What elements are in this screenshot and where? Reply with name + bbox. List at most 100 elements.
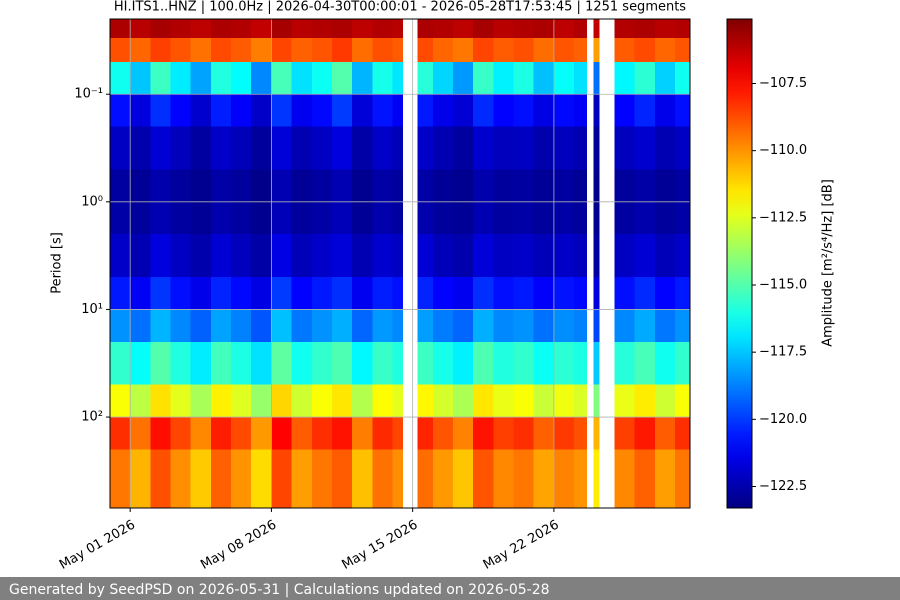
- heatmap-cell: [654, 94, 676, 127]
- heatmap-cell: [453, 309, 474, 343]
- y-axis-label: Period [s]: [50, 232, 65, 294]
- heatmap-cell: [210, 19, 232, 39]
- heatmap-cell: [271, 169, 292, 203]
- heatmap-cell: [634, 309, 656, 343]
- colorbar-tick-label: −117.5: [759, 345, 807, 360]
- heatmap-cell: [493, 277, 514, 310]
- heatmap-cell: [432, 234, 454, 278]
- y-tick-label: 10²: [81, 410, 103, 425]
- heatmap-cell: [417, 449, 434, 509]
- heatmap-cell: [170, 37, 192, 63]
- heatmap-cell: [654, 37, 676, 63]
- heatmap-cell: [110, 94, 131, 127]
- heatmap-cell: [574, 201, 587, 235]
- heatmap-cell: [110, 417, 131, 450]
- heatmap-cell: [231, 169, 252, 203]
- heatmap-cell: [291, 277, 313, 310]
- heatmap-cell: [453, 417, 474, 450]
- heatmap-cell: [291, 94, 313, 127]
- chart-title: HI.ITS1..HNZ | 100.0Hz | 2026-04-30T00:0…: [114, 0, 686, 15]
- heatmap-cell: [473, 61, 494, 95]
- heatmap-cell: [674, 37, 691, 63]
- heatmap-cell: [574, 417, 587, 450]
- heatmap-cell: [553, 341, 575, 385]
- heatmap-cell: [372, 234, 393, 278]
- heatmap-cell: [513, 309, 535, 343]
- heatmap-cell: [271, 61, 292, 95]
- heatmap-cell: [417, 201, 434, 235]
- heatmap-cell: [271, 417, 292, 450]
- heatmap-cell: [392, 201, 403, 235]
- heatmap-cell: [311, 309, 333, 343]
- heatmap-cell: [392, 384, 403, 418]
- heatmap-cell: [251, 19, 272, 39]
- footer-bar: [0, 577, 900, 600]
- heatmap-cell: [553, 384, 575, 418]
- heatmap-cell: [150, 169, 171, 203]
- heatmap-cell: [170, 234, 192, 278]
- heatmap-cell: [150, 61, 171, 95]
- heatmap-cell: [432, 417, 454, 450]
- heatmap-cell: [417, 234, 434, 278]
- heatmap-cell: [533, 277, 555, 310]
- heatmap-cell: [593, 61, 600, 95]
- heatmap-cell: [150, 449, 171, 509]
- heatmap-cell: [533, 309, 555, 343]
- heatmap-cell: [251, 449, 272, 509]
- heatmap-cell: [654, 61, 676, 95]
- heatmap-cell: [614, 94, 635, 127]
- heatmap-cell: [513, 19, 535, 39]
- heatmap-cell: [210, 417, 232, 450]
- heatmap-cell: [453, 201, 474, 235]
- heatmap-cell: [291, 449, 313, 509]
- heatmap-cell: [432, 449, 454, 509]
- heatmap-cell: [130, 341, 151, 385]
- heatmap-cell: [190, 201, 212, 235]
- heatmap-cell: [331, 384, 353, 418]
- heatmap-cell: [190, 277, 212, 310]
- heatmap-cell: [392, 37, 403, 63]
- heatmap-cell: [372, 384, 393, 418]
- heatmap-cell: [110, 277, 131, 310]
- heatmap-cell: [311, 341, 333, 385]
- heatmap-cell: [150, 234, 171, 278]
- heatmap-cell: [553, 61, 575, 95]
- heatmap-cell: [473, 201, 494, 235]
- heatmap-cell: [417, 61, 434, 95]
- heatmap-cell: [553, 201, 575, 235]
- heatmap-cell: [533, 126, 555, 170]
- heatmap-cell: [331, 277, 353, 310]
- heatmap-cell: [593, 126, 600, 170]
- heatmap-cell: [190, 61, 212, 95]
- heatmap-cell: [291, 169, 313, 203]
- heatmap-cell: [493, 234, 514, 278]
- heatmap-cell: [493, 449, 514, 509]
- heatmap-cell: [493, 169, 514, 203]
- heatmap-cell: [593, 384, 600, 418]
- heatmap-cell: [593, 37, 600, 63]
- heatmap-cell: [533, 169, 555, 203]
- heatmap-cell: [493, 417, 514, 450]
- heatmap-cell: [170, 384, 192, 418]
- heatmap-cell: [432, 384, 454, 418]
- heatmap-cell: [170, 94, 192, 127]
- heatmap-cell: [473, 37, 494, 63]
- heatmap-cell: [372, 449, 393, 509]
- heatmap-cell: [170, 309, 192, 343]
- heatmap-cell: [453, 449, 474, 509]
- heatmap-cell: [453, 384, 474, 418]
- heatmap-cell: [513, 417, 535, 450]
- heatmap-cell: [574, 126, 587, 170]
- heatmap-cell: [352, 417, 373, 450]
- heatmap-cell: [210, 234, 232, 278]
- heatmap-cell: [311, 234, 333, 278]
- heatmap-cell: [210, 449, 232, 509]
- heatmap-cell: [417, 341, 434, 385]
- heatmap-cell: [190, 19, 212, 39]
- heatmap-cell: [574, 341, 587, 385]
- heatmap-cell: [372, 341, 393, 385]
- heatmap-cell: [110, 61, 131, 95]
- heatmap-cell: [130, 234, 151, 278]
- heatmap-cell: [634, 449, 656, 509]
- heatmap-cell: [170, 61, 192, 95]
